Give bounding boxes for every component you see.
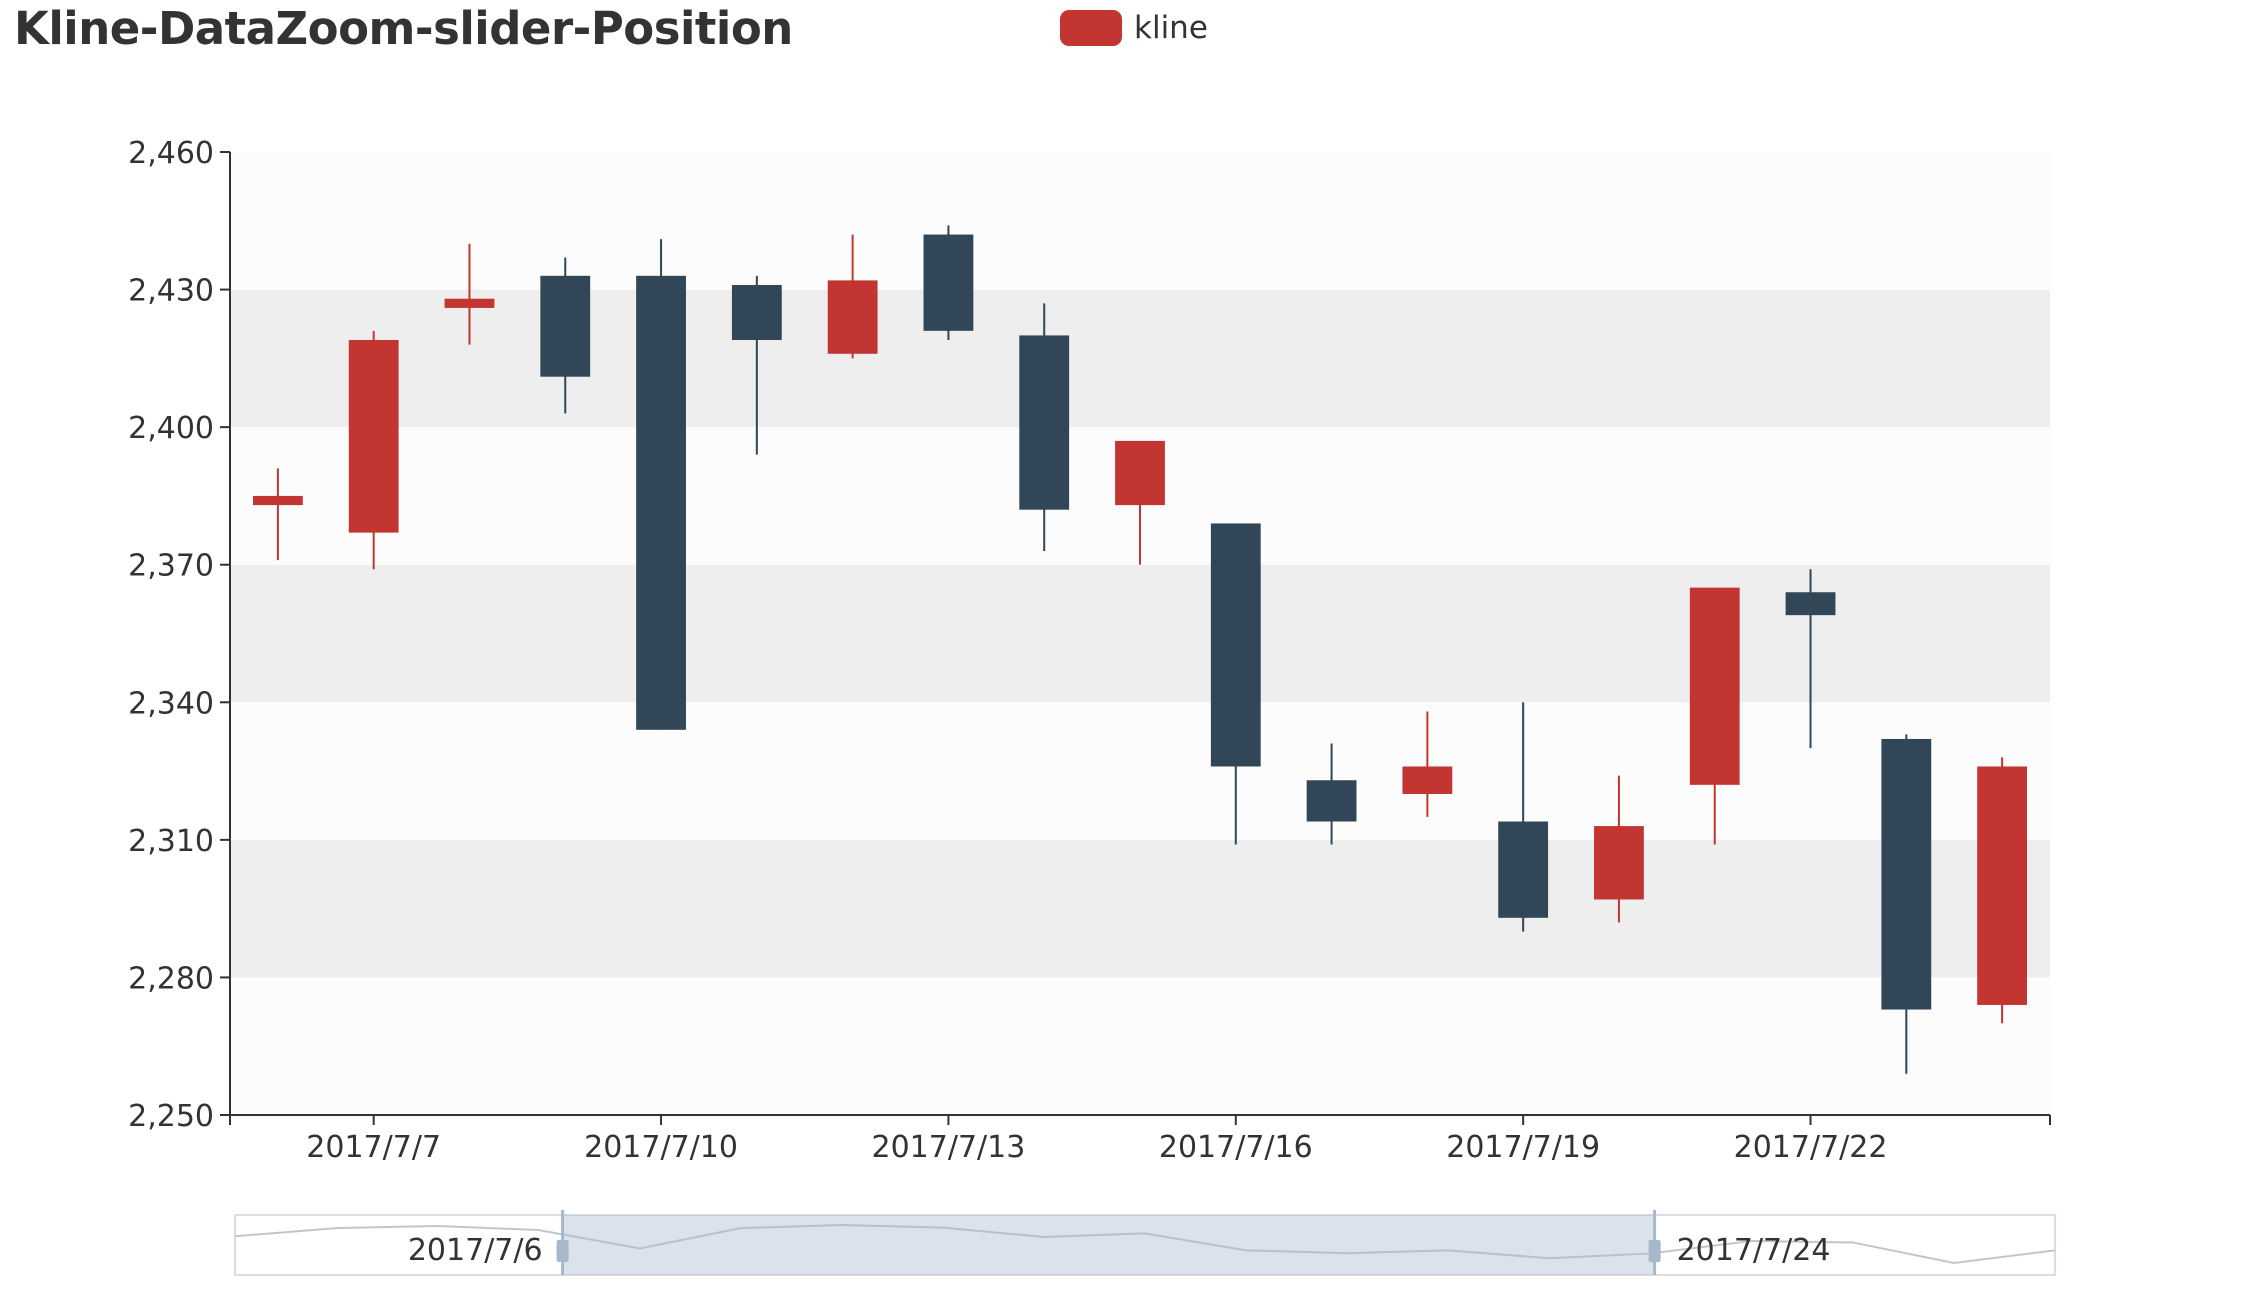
candle-body[interactable] — [252, 495, 303, 506]
legend-label[interactable]: kline — [1134, 10, 1208, 46]
zoom-end-label: 2017/7/24 — [1677, 1233, 1831, 1268]
candle[interactable] — [1306, 743, 1357, 845]
x-tick-label: 2017/7/10 — [584, 1130, 738, 1165]
split-area-bands — [230, 152, 2050, 1115]
candle-body[interactable] — [1689, 587, 1740, 785]
candle[interactable] — [348, 330, 399, 570]
candle-body[interactable] — [540, 275, 591, 377]
split-area-band — [230, 839, 2050, 978]
zoom-track[interactable] — [234, 1214, 2056, 1276]
y-tick-label: 2,400 — [128, 411, 214, 446]
x-axis: 2017/7/7 2017/7/10 2017/7/13 2017/7/16 2017/… — [229, 1114, 2051, 1165]
split-area-band — [230, 702, 2050, 840]
candle-body[interactable] — [1306, 780, 1357, 822]
split-area-band — [230, 564, 2050, 703]
candle[interactable] — [1977, 757, 2028, 1024]
y-tick-label: 2,340 — [128, 686, 214, 721]
x-tick-label: 2017/7/13 — [872, 1130, 1026, 1165]
candle-body[interactable] — [1785, 592, 1836, 616]
candle-body[interactable] — [444, 298, 495, 308]
candle[interactable] — [827, 234, 878, 359]
candle-body[interactable] — [827, 280, 878, 354]
x-tick-label: 2017/7/19 — [1446, 1130, 1600, 1165]
candle[interactable] — [1785, 569, 1836, 749]
zoom-start-label: 2017/7/6 — [408, 1233, 543, 1268]
y-tick-label: 2,460 — [128, 136, 214, 171]
y-tick-label: 2,430 — [128, 274, 214, 309]
zoom-data-shadow — [234, 1223, 2056, 1265]
candle[interactable] — [1210, 523, 1261, 845]
split-area-band — [230, 152, 2050, 290]
split-area-band — [230, 977, 2050, 1115]
x-tick-label: 2017/7/7 — [306, 1130, 441, 1165]
legend[interactable]: kline — [1060, 10, 1208, 46]
y-tick-label: 2,280 — [128, 961, 214, 996]
y-tick-label: 2,250 — [128, 1099, 214, 1134]
candle[interactable] — [1019, 303, 1070, 551]
candle-body[interactable] — [731, 284, 782, 341]
candle-body[interactable] — [1210, 523, 1261, 767]
y-tick-label: 2,310 — [128, 824, 214, 859]
candle[interactable] — [636, 239, 686, 730]
candle[interactable] — [731, 275, 782, 455]
y-axis: 2,250 2,280 2,310 2,340 2,370 2,400 2,430 2,460 — [128, 136, 231, 1134]
zoom-end-handle[interactable] — [1648, 1240, 1661, 1262]
candle-body[interactable] — [1019, 335, 1070, 510]
candle-body[interactable] — [348, 340, 399, 533]
candle[interactable] — [1594, 775, 1644, 923]
candle-body[interactable] — [1115, 440, 1165, 506]
candle-body[interactable] — [1402, 766, 1453, 794]
candle[interactable] — [1402, 711, 1453, 817]
candle-body[interactable] — [1977, 766, 2028, 1005]
y-tick-label: 2,370 — [128, 549, 214, 584]
candle-body[interactable] — [1881, 738, 1932, 1010]
datazoom-slider: 2017/7/6 2017/7/24 — [234, 1210, 2056, 1276]
x-tick-label: 2017/7/16 — [1159, 1130, 1313, 1165]
chart-title: Kline-DataZoom-slider-Position — [14, 2, 793, 55]
candle[interactable] — [1498, 702, 1549, 932]
zoom-start-handle[interactable] — [556, 1240, 569, 1262]
candle-body[interactable] — [1498, 821, 1549, 918]
candle-body[interactable] — [923, 234, 974, 331]
candle[interactable] — [923, 225, 974, 341]
candle[interactable] — [540, 257, 591, 414]
candle-body[interactable] — [1594, 826, 1644, 900]
candle-body[interactable] — [636, 275, 686, 730]
candle[interactable] — [1881, 734, 1932, 1074]
candle[interactable] — [1115, 440, 1165, 565]
x-tick-label: 2017/7/22 — [1734, 1130, 1888, 1165]
candle[interactable] — [252, 468, 303, 561]
candles — [252, 225, 2028, 1074]
candle[interactable] — [1689, 587, 1740, 845]
legend-swatch[interactable] — [1060, 10, 1122, 46]
split-area-band — [230, 289, 2050, 428]
candle[interactable] — [444, 243, 495, 345]
zoom-selection[interactable] — [562, 1215, 1655, 1275]
